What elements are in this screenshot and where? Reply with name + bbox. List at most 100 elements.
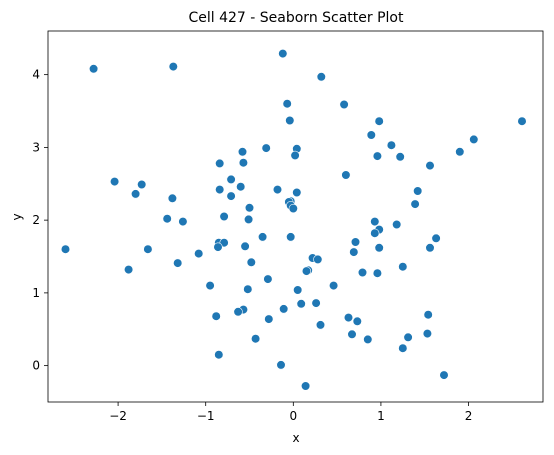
plot-area bbox=[60, 48, 527, 391]
scatter-point bbox=[395, 152, 405, 162]
scatter-point bbox=[263, 274, 273, 284]
scatter-point bbox=[347, 329, 357, 339]
scatter-point bbox=[236, 182, 246, 192]
scatter-point bbox=[296, 299, 306, 309]
scatter-point bbox=[370, 228, 380, 238]
scatter-point bbox=[439, 370, 449, 380]
scatter-point bbox=[276, 360, 286, 370]
scatter-point bbox=[357, 267, 368, 278]
scatter-point bbox=[455, 147, 465, 157]
scatter-point bbox=[292, 187, 302, 198]
scatter-point bbox=[279, 304, 289, 314]
scatter-point bbox=[178, 217, 188, 227]
scatter-point bbox=[238, 158, 248, 168]
scatter-point bbox=[167, 193, 177, 203]
scatter-point bbox=[403, 332, 413, 342]
x-axis-label: x bbox=[292, 431, 299, 445]
scatter-point bbox=[431, 233, 441, 243]
scatter-point bbox=[243, 284, 253, 294]
chart-title: Cell 427 - Seaborn Scatter Plot bbox=[188, 10, 404, 26]
scatter-point bbox=[88, 64, 99, 74]
scatter-point bbox=[329, 281, 339, 291]
scatter-point bbox=[422, 329, 433, 339]
scatter-point bbox=[282, 99, 292, 109]
scatter-point bbox=[272, 185, 283, 195]
scatter-point bbox=[246, 257, 256, 267]
scatter-point bbox=[226, 174, 236, 184]
scatter-point bbox=[301, 381, 311, 391]
scatter-point bbox=[372, 151, 383, 161]
scatter-point bbox=[301, 266, 312, 276]
scatter-point bbox=[213, 242, 223, 252]
x-tick-label: −2 bbox=[109, 409, 127, 423]
axes-frame bbox=[47, 30, 544, 403]
x-axis-ticks: −2 −1 0 1 2 bbox=[109, 402, 472, 423]
y-tick-label: 1 bbox=[32, 286, 40, 300]
scatter-point bbox=[349, 247, 359, 257]
scatter-point bbox=[264, 314, 274, 324]
scatter-point bbox=[258, 232, 268, 242]
scatter-point bbox=[372, 268, 383, 278]
y-tick-label: 4 bbox=[32, 68, 40, 82]
scatter-point bbox=[168, 61, 178, 72]
y-tick-label: 0 bbox=[32, 359, 40, 373]
scatter-point bbox=[278, 48, 288, 59]
x-tick-label: 2 bbox=[465, 409, 473, 423]
scatter-point bbox=[290, 150, 300, 160]
y-tick-label: 3 bbox=[32, 140, 40, 154]
scatter-point bbox=[143, 244, 153, 254]
scatter-point bbox=[215, 158, 225, 168]
scatter-point bbox=[413, 186, 423, 196]
scatter-point bbox=[352, 316, 362, 326]
scatter-point bbox=[363, 334, 373, 345]
scatter-point bbox=[386, 140, 397, 150]
scatter-point bbox=[469, 134, 479, 144]
scatter-point bbox=[370, 217, 380, 227]
scatter-point bbox=[226, 191, 236, 201]
scatter-point bbox=[286, 232, 296, 242]
scatter-point bbox=[374, 243, 384, 253]
scatter-point bbox=[251, 334, 261, 344]
x-tick-label: 0 bbox=[289, 409, 297, 423]
scatter-point bbox=[194, 249, 204, 259]
scatter-point bbox=[392, 219, 402, 230]
scatter-point bbox=[237, 147, 248, 157]
scatter-point bbox=[315, 320, 326, 330]
scatter-point bbox=[162, 214, 172, 224]
scatter-point bbox=[288, 203, 298, 214]
y-axis-label: y bbox=[10, 213, 24, 220]
scatter-point bbox=[285, 115, 295, 126]
scatter-point bbox=[173, 258, 183, 268]
scatter-point bbox=[293, 285, 303, 295]
scatter-point bbox=[423, 310, 433, 320]
scatter-point bbox=[261, 143, 271, 153]
scatter-point bbox=[60, 244, 71, 254]
scatter-point bbox=[313, 254, 323, 264]
scatter-point bbox=[341, 170, 351, 180]
scatter-point bbox=[240, 241, 250, 251]
scatter-point bbox=[211, 311, 221, 321]
scatter-point bbox=[398, 343, 408, 353]
scatter-point bbox=[109, 177, 120, 187]
scatter-point bbox=[131, 189, 141, 199]
scatter-point bbox=[214, 350, 224, 360]
scatter-point bbox=[343, 313, 354, 323]
y-axis-ticks: 0 1 2 3 4 bbox=[32, 68, 48, 373]
x-tick-label: −1 bbox=[197, 409, 215, 423]
scatter-point bbox=[517, 116, 527, 126]
scatter-point bbox=[316, 72, 326, 82]
x-tick-label: 1 bbox=[377, 409, 385, 423]
scatter-point bbox=[425, 161, 435, 171]
scatter-point bbox=[311, 298, 321, 308]
scatter-point bbox=[219, 211, 229, 222]
scatter-point bbox=[137, 179, 147, 190]
scatter-point bbox=[233, 307, 243, 317]
scatter-point bbox=[244, 214, 254, 224]
scatter-point bbox=[366, 130, 376, 140]
scatter-point bbox=[339, 99, 349, 110]
scatter-point bbox=[425, 243, 435, 253]
scatter-point bbox=[215, 185, 225, 195]
scatter-point bbox=[398, 262, 408, 272]
scatter-point bbox=[244, 203, 255, 213]
